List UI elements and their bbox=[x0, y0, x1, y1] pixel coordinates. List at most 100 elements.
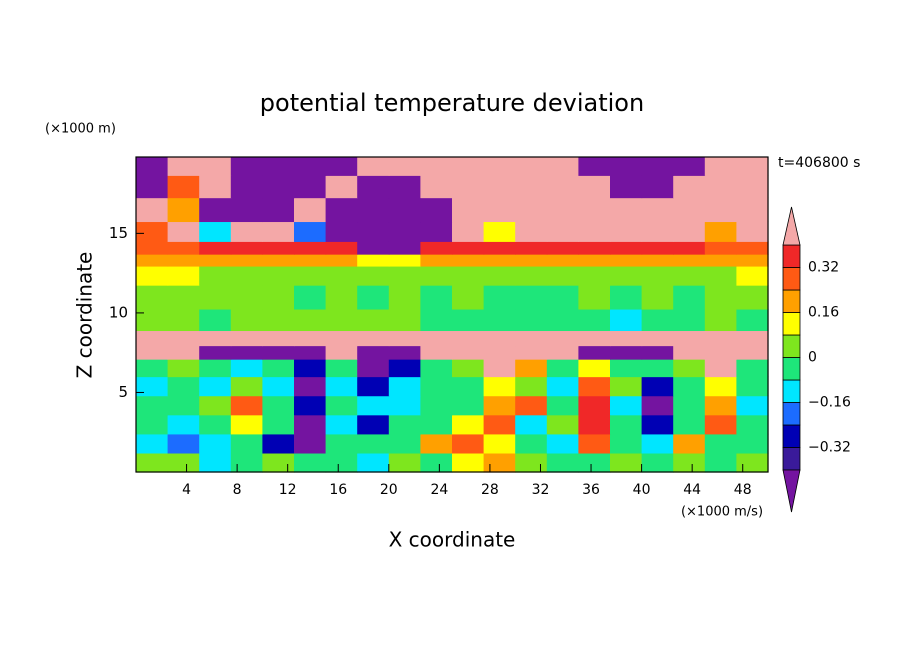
field-cell bbox=[262, 254, 295, 267]
field-cell bbox=[673, 265, 706, 286]
field-cell bbox=[136, 175, 169, 199]
field-cell bbox=[167, 376, 200, 397]
field-cell bbox=[388, 221, 421, 242]
field-cell bbox=[357, 359, 390, 378]
field-cell bbox=[294, 330, 327, 347]
field-cell bbox=[199, 285, 232, 310]
field-cell bbox=[167, 359, 200, 378]
field-cell bbox=[673, 330, 706, 347]
field-cell bbox=[515, 265, 548, 286]
field-cell bbox=[420, 308, 453, 332]
field-cell bbox=[199, 175, 232, 199]
field-cell bbox=[167, 157, 200, 176]
x-tick-label: 48 bbox=[734, 482, 752, 498]
field-cell bbox=[199, 157, 232, 176]
x-tick-label: 24 bbox=[430, 482, 448, 498]
colorbar-box bbox=[782, 424, 801, 448]
field-cell bbox=[136, 221, 169, 242]
field-cell bbox=[199, 265, 232, 286]
field-cell bbox=[294, 414, 327, 435]
field-cell bbox=[357, 395, 390, 416]
field-cell bbox=[546, 265, 579, 286]
x-tick-label: 4 bbox=[182, 482, 191, 498]
field-cell bbox=[420, 395, 453, 416]
field-cell bbox=[167, 345, 200, 360]
field-cell bbox=[452, 414, 485, 435]
field-cell bbox=[578, 241, 611, 255]
field-cell bbox=[294, 452, 327, 473]
field-cell bbox=[294, 433, 327, 454]
colorbar-box bbox=[782, 334, 801, 358]
field-cell bbox=[641, 254, 674, 267]
field-cell bbox=[704, 452, 737, 473]
field-cell bbox=[136, 254, 169, 267]
y-axis-label: Z coordinate bbox=[73, 252, 97, 379]
field-cell bbox=[325, 241, 358, 255]
field-cell bbox=[420, 452, 453, 473]
field-cell bbox=[704, 330, 737, 347]
field-cell bbox=[515, 330, 548, 347]
x-axis-label: X coordinate bbox=[389, 528, 516, 552]
field-cell bbox=[388, 376, 421, 397]
field-cell bbox=[515, 285, 548, 310]
field-cell bbox=[167, 197, 200, 223]
field-cell bbox=[420, 157, 453, 176]
field-cell bbox=[230, 157, 263, 176]
field-cell bbox=[294, 175, 327, 199]
field bbox=[136, 157, 769, 473]
field-cell bbox=[704, 285, 737, 310]
field-cell bbox=[452, 221, 485, 242]
field-cell bbox=[578, 265, 611, 286]
field-cell bbox=[546, 254, 579, 267]
field-cell bbox=[641, 330, 674, 347]
field-cell bbox=[673, 157, 706, 176]
field-cell bbox=[546, 221, 579, 242]
field-cell bbox=[641, 265, 674, 286]
field-cell bbox=[167, 175, 200, 199]
field-cell bbox=[294, 285, 327, 310]
field-cell bbox=[230, 197, 263, 223]
field-cell bbox=[294, 395, 327, 416]
field-cell bbox=[262, 157, 295, 176]
field-cell bbox=[388, 285, 421, 310]
field-cell bbox=[230, 308, 263, 332]
field-cell bbox=[483, 414, 516, 435]
field-cell bbox=[673, 433, 706, 454]
field-cell bbox=[673, 452, 706, 473]
x-tick-label: 28 bbox=[481, 482, 499, 498]
field-cell bbox=[294, 308, 327, 332]
field-cell bbox=[452, 376, 485, 397]
field-cell bbox=[136, 376, 169, 397]
field-cell bbox=[578, 197, 611, 223]
chart-title: potential temperature deviation bbox=[260, 89, 644, 117]
field-cell bbox=[578, 345, 611, 360]
field-cell bbox=[388, 452, 421, 473]
field-cell bbox=[388, 254, 421, 267]
field-cell bbox=[452, 241, 485, 255]
field-cell bbox=[357, 285, 390, 310]
colorbar-label: 0.16 bbox=[808, 305, 839, 321]
field-cell bbox=[515, 359, 548, 378]
colorbar-label: 0.32 bbox=[808, 260, 839, 276]
field-cell bbox=[641, 452, 674, 473]
field-cell bbox=[357, 414, 390, 435]
field-cell bbox=[546, 308, 579, 332]
field-cell bbox=[610, 197, 643, 223]
colorbar-label: 0 bbox=[808, 350, 817, 366]
field-cell bbox=[452, 395, 485, 416]
field-cell bbox=[357, 330, 390, 347]
field-cell bbox=[199, 345, 232, 360]
field-cell bbox=[420, 414, 453, 435]
field-cell bbox=[357, 241, 390, 255]
field-cell bbox=[483, 308, 516, 332]
field-cell bbox=[262, 221, 295, 242]
field-cell bbox=[515, 254, 548, 267]
field-cell bbox=[578, 175, 611, 199]
field-cell bbox=[483, 265, 516, 286]
field-cell bbox=[388, 175, 421, 199]
field-cell bbox=[167, 433, 200, 454]
field-cell bbox=[452, 345, 485, 360]
field-cell bbox=[736, 197, 769, 223]
field-cell bbox=[515, 376, 548, 397]
field-cell bbox=[230, 265, 263, 286]
